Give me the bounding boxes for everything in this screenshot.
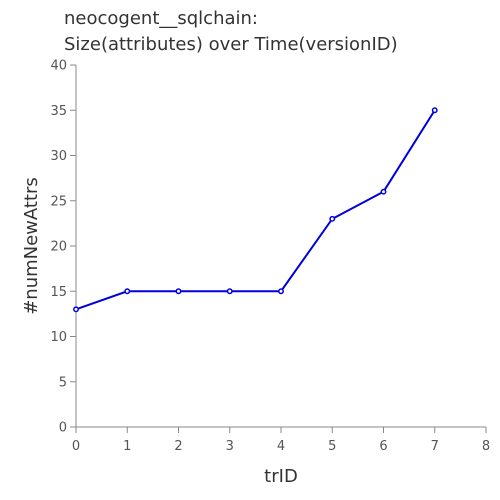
data-point xyxy=(330,217,334,221)
y-tick-label: 35 xyxy=(50,104,67,119)
y-tick-label: 25 xyxy=(50,194,67,209)
y-axis-title: #numNewAttrs xyxy=(21,177,42,315)
x-tick-label: 4 xyxy=(277,439,285,454)
y-tick-label: 10 xyxy=(50,330,67,345)
data-point xyxy=(381,190,385,194)
y-tick-label: 30 xyxy=(50,149,67,164)
chart-title: neocogent__sqlchain: Size(attributes) ov… xyxy=(64,8,398,55)
x-axis-ticks: 0 1 2 3 4 5 6 7 8 xyxy=(72,427,490,454)
y-tick-label: 15 xyxy=(50,285,67,300)
y-tick-label: 0 xyxy=(59,421,67,436)
chart-title-line-1: neocogent__sqlchain: xyxy=(64,8,258,29)
x-tick-label: 2 xyxy=(174,439,182,454)
series-layer xyxy=(74,108,437,311)
chart-title-line-2: Size(attributes) over Time(versionID) xyxy=(64,34,398,55)
x-tick-label: 7 xyxy=(431,439,439,454)
data-point xyxy=(74,307,78,311)
data-point xyxy=(176,289,180,293)
data-point xyxy=(125,289,129,293)
series-line xyxy=(76,110,435,309)
y-tick-label: 40 xyxy=(50,59,67,74)
x-tick-label: 5 xyxy=(328,439,336,454)
x-tick-label: 3 xyxy=(226,439,234,454)
data-point xyxy=(433,108,437,112)
x-tick-label: 0 xyxy=(72,439,80,454)
data-point xyxy=(228,289,232,293)
x-tick-label: 6 xyxy=(379,439,387,454)
data-point xyxy=(279,289,283,293)
y-tick-label: 20 xyxy=(50,240,67,255)
x-tick-label: 8 xyxy=(482,439,490,454)
x-tick-label: 1 xyxy=(123,439,131,454)
y-axis-ticks: 0 5 10 15 20 25 30 35 40 xyxy=(50,59,76,436)
x-axis-title: trID xyxy=(264,466,298,487)
y-tick-label: 5 xyxy=(59,375,67,390)
